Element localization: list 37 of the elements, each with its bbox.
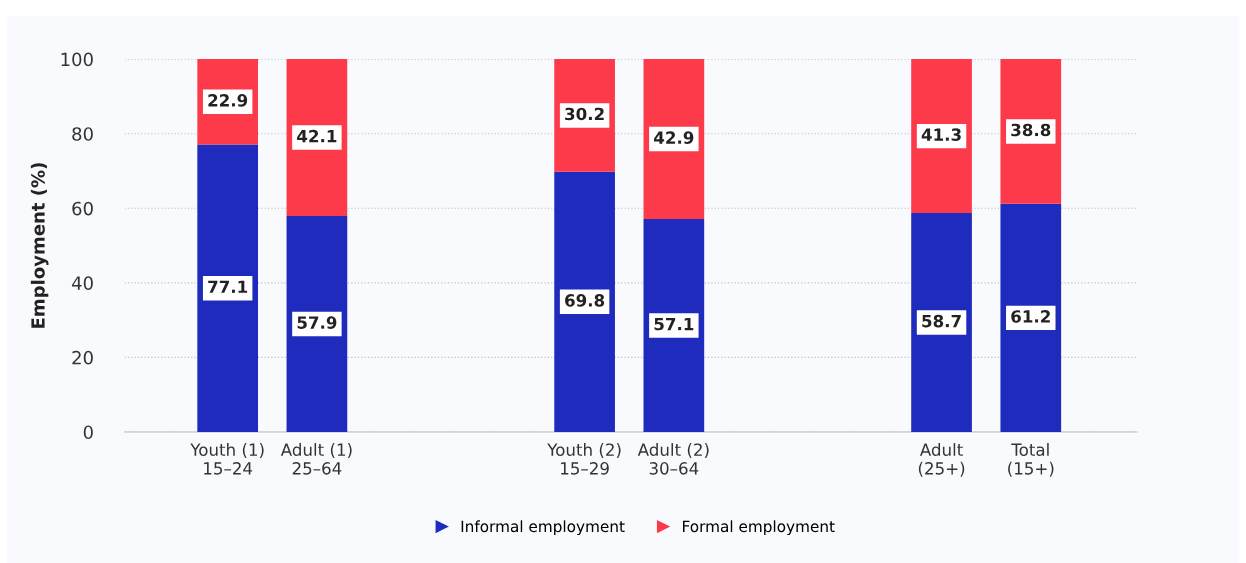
x-tick-label: Adult (1) 25–64 <box>280 443 352 475</box>
x-tick-label: Adult (2) 30–64 <box>637 443 709 475</box>
y-tick-label: 80 <box>72 127 93 141</box>
bar <box>1000 203 1062 432</box>
y-tick-label: 100 <box>61 52 93 67</box>
data-label: 38.8 <box>1011 123 1051 137</box>
y-tick-label: 60 <box>72 201 93 216</box>
y-tick-label: 0 <box>83 425 93 440</box>
bar <box>286 59 348 217</box>
data-label: 30.2 <box>565 107 604 121</box>
data-label: 69.8 <box>565 294 605 307</box>
data-label: 58.7 <box>922 314 961 328</box>
bar <box>911 213 972 432</box>
legend-label: Formal employment <box>683 520 835 536</box>
bar <box>643 219 705 432</box>
bar <box>197 144 259 432</box>
y-tick-label: 20 <box>72 350 93 365</box>
data-label: 42.1 <box>297 129 337 143</box>
x-tick-label: Total (15+) <box>1008 443 1054 477</box>
y-axis-title: Employment (%) <box>30 163 49 328</box>
data-label: 57.9 <box>297 316 337 329</box>
data-label: 77.1 <box>208 280 248 293</box>
data-label: 61.2 <box>1011 310 1050 323</box>
x-tick-label: Youth (2) 15–29 <box>547 443 621 475</box>
bar <box>1000 59 1062 204</box>
y-tick-label: 40 <box>71 276 93 290</box>
bar <box>554 171 615 432</box>
x-tick-label: Youth (1) 15–24 <box>190 443 264 475</box>
data-label: 57.1 <box>654 317 694 331</box>
bar <box>643 59 705 220</box>
data-label: 41.3 <box>921 128 961 141</box>
data-label: 42.9 <box>654 131 694 144</box>
legend-label: Informal employment <box>461 520 625 536</box>
bar <box>911 59 972 214</box>
bar <box>286 216 348 432</box>
data-label: 22.9 <box>208 94 248 107</box>
x-tick-label: Adult (25+) <box>918 443 965 477</box>
